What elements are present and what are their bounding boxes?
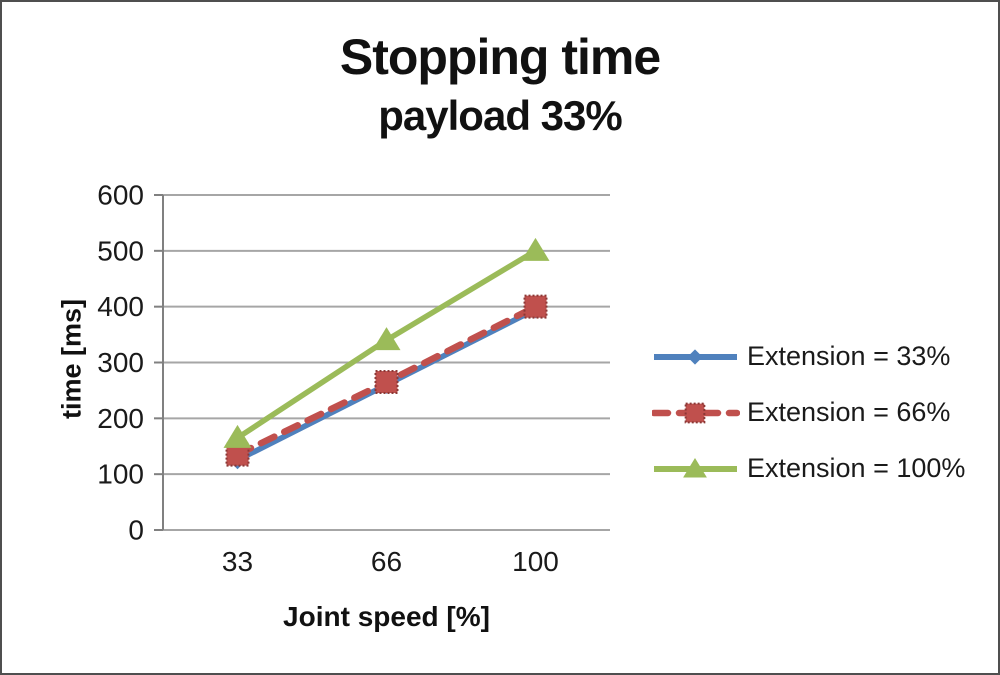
svg-text:33: 33 [222, 546, 253, 577]
legend-label-extension-33: Extension = 33% [747, 341, 951, 371]
svg-text:500: 500 [97, 235, 144, 266]
svg-text:100: 100 [97, 459, 144, 490]
svg-text:400: 400 [97, 291, 144, 322]
legend-label-extension-100: Extension = 100% [747, 453, 966, 483]
legend-label-extension-66: Extension = 66% [747, 397, 951, 427]
svg-text:100: 100 [512, 546, 559, 577]
svg-text:600: 600 [97, 180, 144, 211]
svg-text:300: 300 [97, 347, 144, 378]
chart-subtitle: payload 33% [378, 92, 622, 139]
y-axis-label: time [ms] [56, 298, 87, 420]
svg-text:200: 200 [97, 403, 144, 434]
x-axis-label: Joint speed [%] [283, 601, 490, 632]
svg-text:0: 0 [128, 515, 144, 546]
legend-item-extension-100: Extension = 100% [652, 445, 965, 492]
legend: Extension = 33% Extension = 66% Extensio… [652, 333, 965, 492]
legend-marker-red-square-icon [652, 402, 740, 423]
legend-marker-green-triangle-icon [654, 457, 737, 477]
legend-item-extension-33: Extension = 33% [652, 333, 965, 380]
legend-item-extension-66: Extension = 66% [652, 389, 965, 436]
legend-marker-blue-diamond-icon [654, 348, 737, 365]
svg-text:66: 66 [371, 546, 402, 577]
chart-title: Stopping time [339, 29, 661, 85]
